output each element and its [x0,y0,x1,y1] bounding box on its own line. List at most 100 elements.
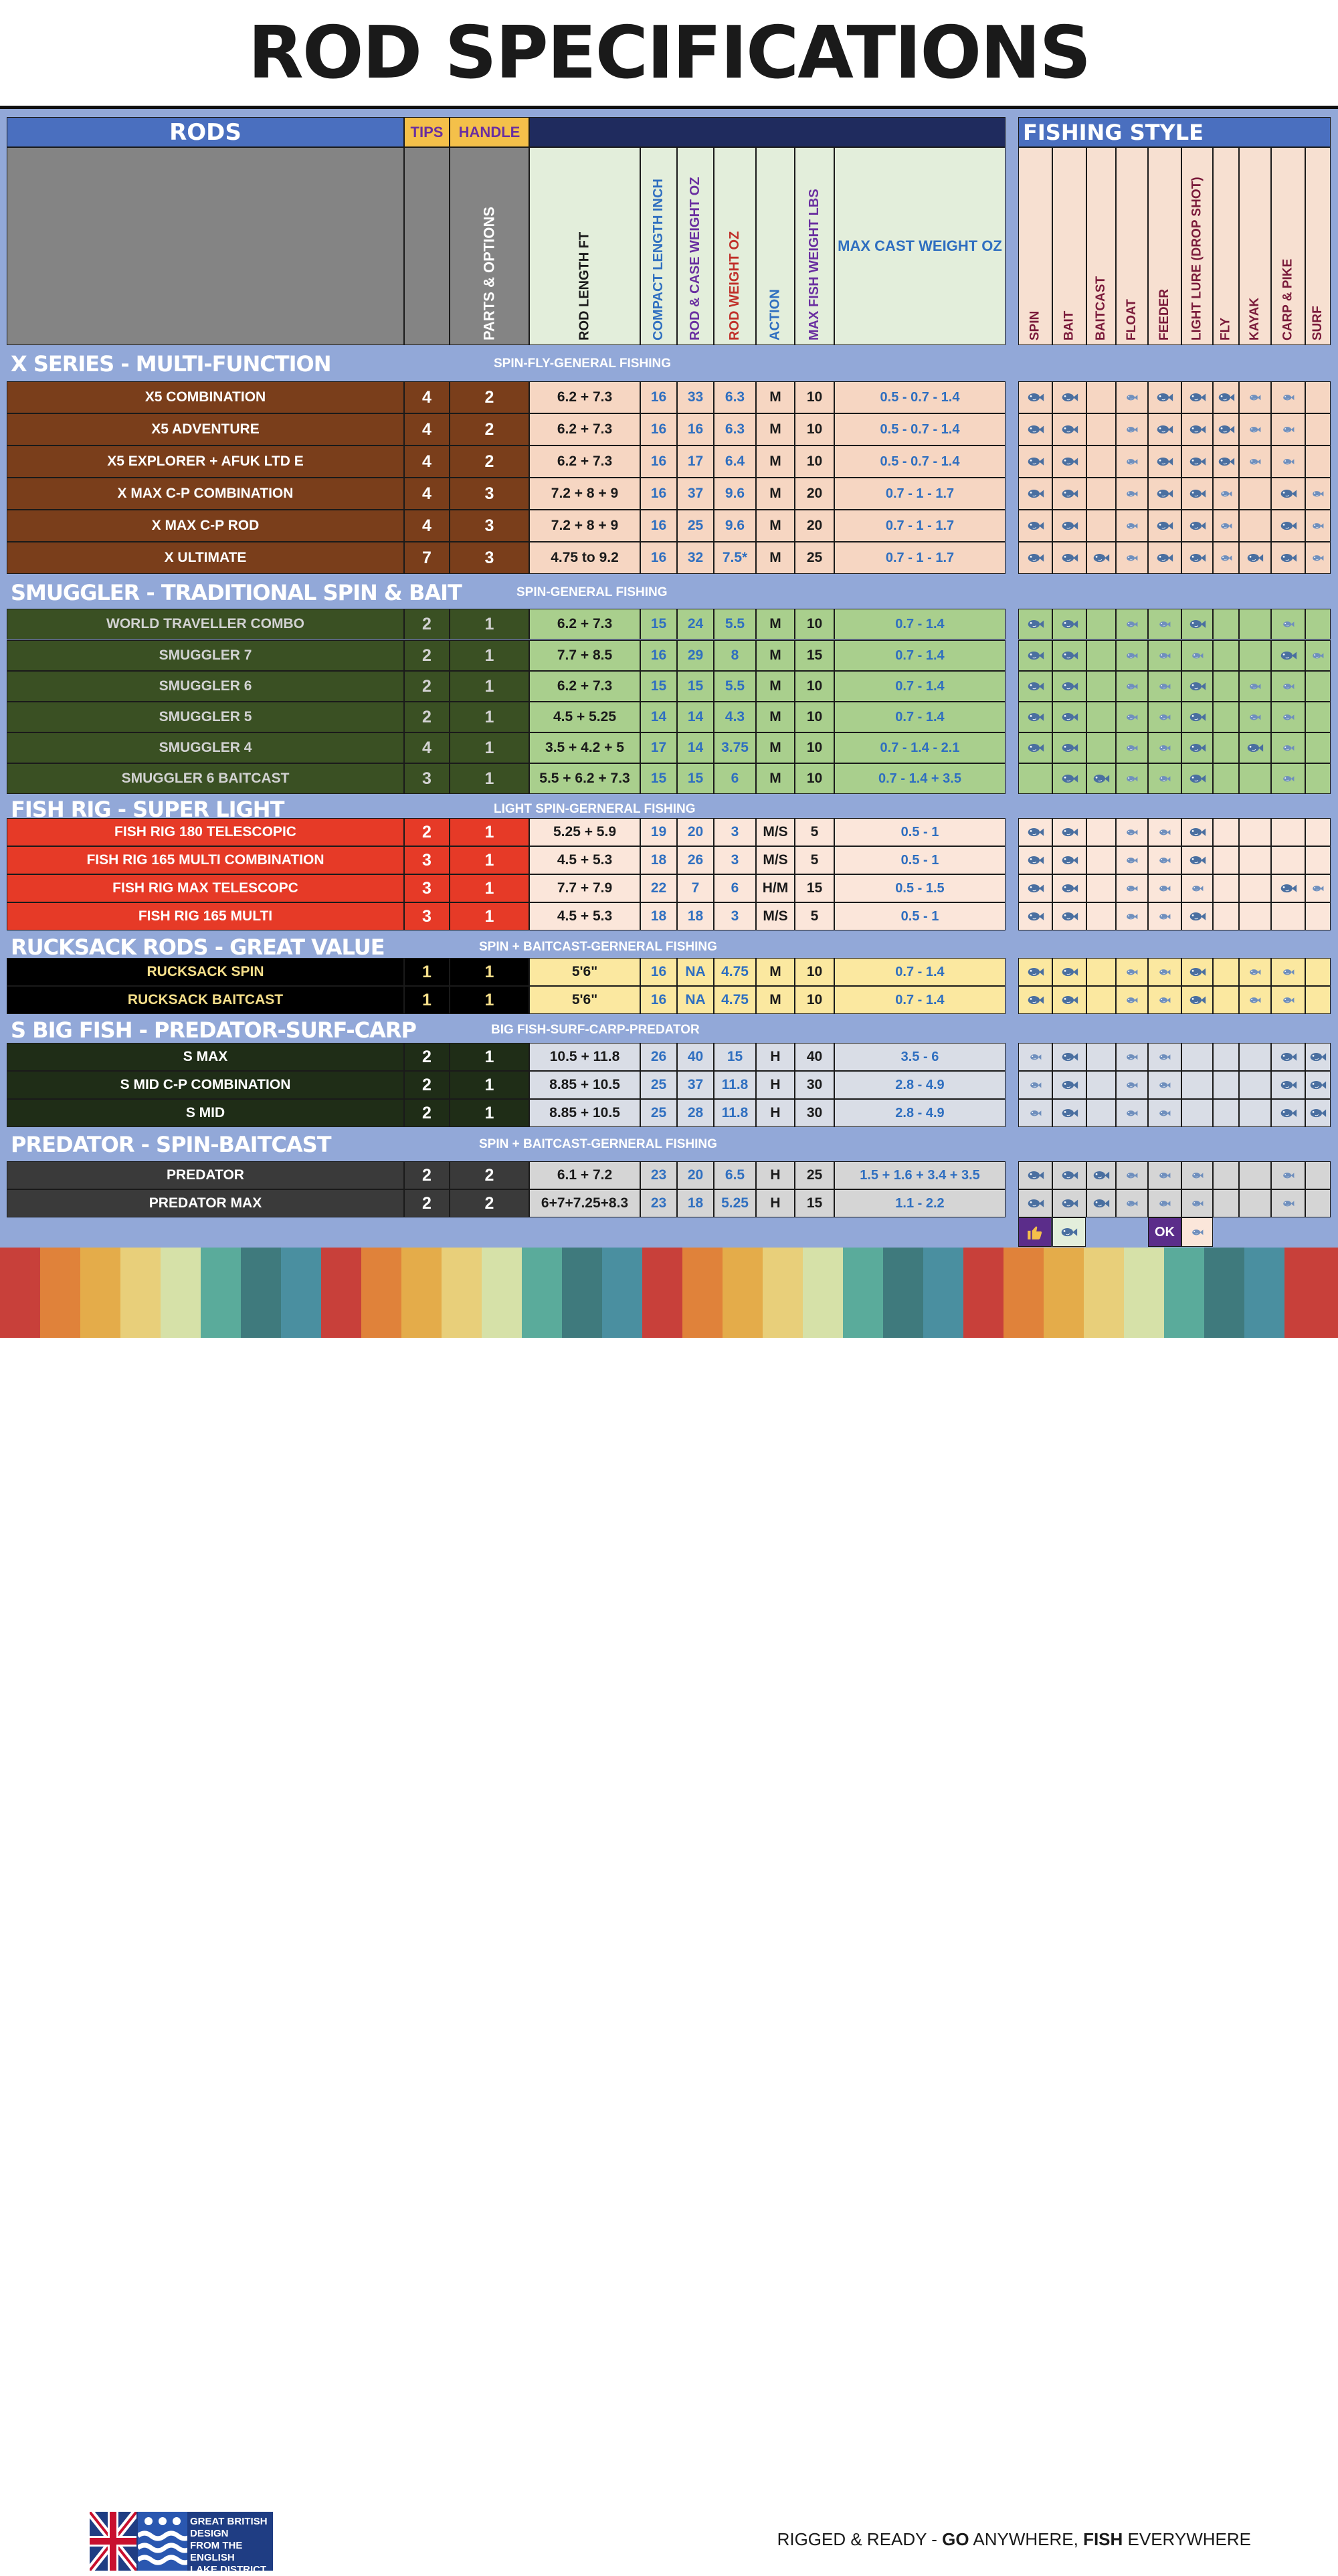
fish-icon [1271,1189,1305,1217]
action-value: H/M [756,874,795,902]
rod-name: SMUGGLER 4 [7,732,404,763]
fish-icon [1127,490,1138,497]
fish-icon [1127,1110,1138,1116]
fish-icon [1159,1172,1171,1179]
length-value: 10.5 + 11.8 [529,1043,640,1071]
fish-icon [1062,967,1078,977]
fish-icon [1159,621,1171,627]
handle-count: 2 [450,445,529,478]
action-value: H [756,1099,795,1127]
fish-icon [1052,413,1086,445]
rod-name: X MAX C-P ROD [7,510,404,542]
max-cast-value: 0.7 - 1 - 1.7 [834,542,1006,574]
case-weight-value: 20 [677,1161,714,1189]
fish-icon [1310,1052,1327,1062]
fish-icon [1282,1200,1294,1207]
max-fish-value: 25 [795,1161,834,1189]
style-header-4: FEEDER [1148,147,1181,345]
style-cell-empty [1271,846,1305,874]
fish-icon [1018,818,1052,846]
tips-count: 2 [404,609,450,639]
fish-icon [1116,874,1148,902]
tips-count: 1 [404,958,450,986]
fish-icon [1271,1071,1305,1099]
style-cell-empty [1271,818,1305,846]
handle-count: 1 [450,986,529,1014]
fish-icon [1271,478,1305,510]
handle-count: 1 [450,1043,529,1071]
section-title: X SERIES - MULTI-FUNCTION [11,351,331,377]
fish-icon [1148,510,1181,542]
fish-icon [1148,478,1181,510]
fish-icon [1028,912,1044,921]
fish-icon [1271,1161,1305,1189]
style-cell-empty [1213,1161,1239,1189]
fish-icon [1181,640,1213,671]
case-weight-value: NA [677,958,714,986]
length-value: 7.7 + 8.5 [529,640,640,671]
max-cast-weight-header: MAX CAST WEIGHT OZ [834,147,1006,345]
tips-header-blank [404,147,450,345]
fish-icon [1280,521,1297,530]
length-value: 7.7 + 7.9 [529,874,640,902]
length-value: 4.75 to 9.2 [529,542,640,574]
compact-value: 16 [640,542,677,574]
fish-icon [1062,553,1078,563]
fish-icon [1086,542,1116,574]
fish-icon [1282,683,1294,690]
section-title: RUCKSACK RODS - GREAT VALUE [11,934,385,960]
fish-icon [1271,640,1305,671]
fish-icon [1062,827,1078,837]
compact-value: 16 [640,958,677,986]
fish-icon [1127,775,1138,782]
fish-icon [1157,425,1173,434]
rod-length-header: ROD LENGTH FT [529,147,640,345]
max-fish-value: 5 [795,818,834,846]
handle-count: 1 [450,958,529,986]
fish-icon [1271,702,1305,732]
section-subtitle: SPIN + BAITCAST-GERNERAL FISHING [479,940,717,954]
fish-icon [1028,489,1044,498]
handle-count: 3 [450,510,529,542]
fish-icon [1280,1080,1297,1090]
compact-value: 16 [640,640,677,671]
style-header-6: FLY [1213,147,1239,345]
fish-icon [1282,458,1294,465]
action-value: M [756,702,795,732]
rod-weight-value: 3.75 [714,732,756,763]
max-cast-value: 1.1 - 2.2 [834,1189,1006,1217]
fish-icon [1189,682,1206,691]
style-cell-empty [1213,609,1239,639]
length-value: 6+7+7.25+8.3 [529,1189,640,1217]
case-weight-value: 14 [677,732,714,763]
fish-icon [1030,1054,1041,1060]
style-cell-empty [1086,846,1116,874]
length-value: 5'6" [529,958,640,986]
fish-icon [1127,1200,1138,1207]
fish-icon [1028,682,1044,691]
fish-icon [1271,510,1305,542]
style-header-9: SURF [1305,147,1331,345]
max-cast-value: 1.5 + 1.6 + 3.4 + 3.5 [834,1161,1006,1189]
section-subtitle: SPIN-FLY-GENERAL FISHING [494,357,671,371]
fish-icon [1239,671,1271,702]
fish-icon [1062,856,1078,865]
fish-icon [1220,555,1232,561]
style-cell-empty [1305,671,1331,702]
compact-value: 22 [640,874,677,902]
fish-icon [1181,763,1213,794]
tips-count: 2 [404,818,450,846]
rod-weight-value: 11.8 [714,1099,756,1127]
style-cell-empty [1213,1189,1239,1217]
brand-logo: GREAT BRITISH DESIGN FROM THE ENGLISH LA… [88,2510,274,2575]
length-value: 6.2 + 7.3 [529,381,640,413]
fish-icon [1062,712,1078,722]
fish-icon [1148,702,1181,732]
fish-icon [1181,381,1213,413]
fish-icon [1239,381,1271,413]
fish-icon [1220,490,1232,497]
style-cell-empty [1305,609,1331,639]
rod-name: X5 COMBINATION [7,381,404,413]
fish-icon [1305,874,1331,902]
max-cast-value: 0.5 - 1 [834,818,1006,846]
